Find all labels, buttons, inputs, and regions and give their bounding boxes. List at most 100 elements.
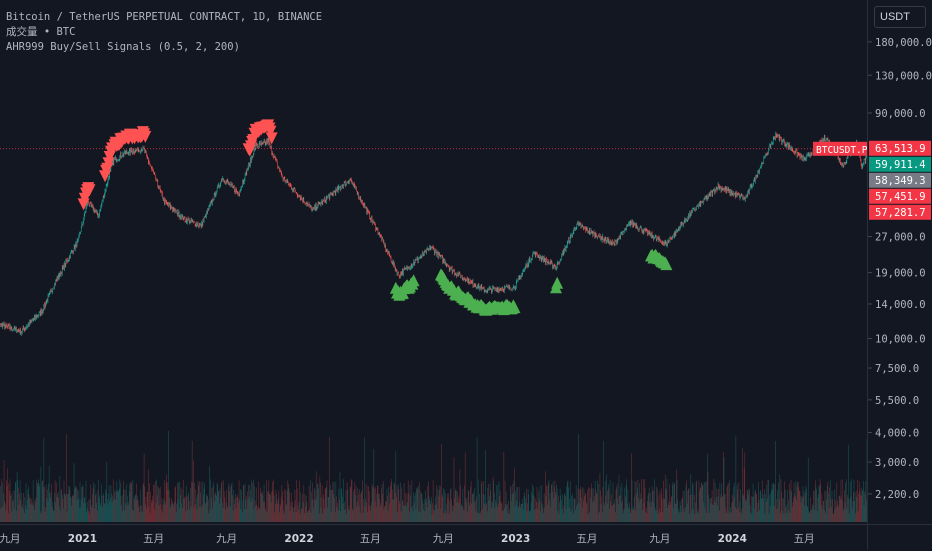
volume-bar <box>479 513 480 522</box>
volume-bar <box>668 505 669 522</box>
y-tick-label: 4,000.0 <box>875 428 919 440</box>
volume-bar <box>354 482 355 522</box>
volume-bar <box>402 500 403 522</box>
volume-bar <box>717 505 718 522</box>
volume-bar <box>312 483 313 522</box>
volume-bar <box>511 486 512 522</box>
y-tick-label: 19,000.0 <box>875 268 926 280</box>
volume-bar <box>292 507 293 522</box>
volume-bar <box>22 504 23 522</box>
volume-bar <box>490 491 491 522</box>
volume-bar <box>248 500 249 522</box>
volume-bar <box>495 500 496 522</box>
volume-bar <box>408 493 409 522</box>
volume-bar <box>716 497 717 522</box>
volume-bar <box>865 494 866 522</box>
volume-bar <box>141 511 142 522</box>
volume-bar <box>370 510 371 522</box>
volume-bar <box>378 494 379 522</box>
volume-bar <box>153 500 154 522</box>
volume-bar <box>165 501 166 522</box>
volume-bar <box>365 506 366 522</box>
y-tick-label: 14,000.0 <box>875 299 926 311</box>
volume-bar <box>204 488 205 522</box>
volume-bar <box>427 486 428 522</box>
volume-bar <box>97 510 98 522</box>
volume-bar <box>784 514 785 522</box>
volume-bar <box>807 507 808 522</box>
candles <box>0 132 867 336</box>
volume-bar <box>236 508 237 522</box>
volume-bar <box>817 498 818 522</box>
volume-bar <box>765 513 766 522</box>
volume-bar <box>560 488 561 522</box>
volume-bar <box>843 510 844 522</box>
volume-bar <box>632 509 633 522</box>
volume-bar <box>24 513 25 522</box>
volume-bar <box>93 482 94 522</box>
price-tag-label: 63,513.9 <box>875 143 926 155</box>
time-axis[interactable]: 九月2021五月九月2022五月九月2023五月九月2024五月九 <box>0 524 867 550</box>
volume-bar <box>102 496 103 522</box>
volume-bar <box>470 502 471 522</box>
indicator-legend[interactable]: AHR999 Buy/Sell Signals (0.5, 2, 200) <box>6 40 322 55</box>
volume-bar <box>115 500 116 522</box>
volume-bar <box>700 488 701 522</box>
volume-bar <box>548 483 549 522</box>
volume-bar <box>404 483 405 522</box>
volume-bar <box>648 495 649 522</box>
volume-bar <box>197 510 198 522</box>
volume-bar <box>522 504 523 522</box>
volume-bar <box>697 512 698 522</box>
volume-bar <box>171 498 172 522</box>
volume-bar <box>380 506 381 522</box>
volume-bar <box>14 509 15 522</box>
volume-bar <box>434 511 435 522</box>
volume-bar <box>740 512 741 522</box>
volume-bar <box>163 504 164 522</box>
volume-bar <box>121 496 122 522</box>
volume-bar <box>103 495 104 522</box>
volume-bar <box>507 504 508 522</box>
volume-bar <box>826 491 827 522</box>
volume-bar <box>834 490 835 522</box>
x-tick-label: 五月 <box>143 533 164 545</box>
volume-bar <box>410 496 411 522</box>
volume-bar <box>653 490 654 522</box>
volume-bar <box>814 490 815 522</box>
volume-bar <box>804 491 805 522</box>
volume-bar <box>32 503 33 522</box>
volume-bar <box>536 502 537 522</box>
volume-bar <box>17 472 18 522</box>
volume-bar <box>376 494 377 522</box>
volume-bar <box>604 503 605 522</box>
volume-bar <box>329 437 330 522</box>
x-tick-label: 2021 <box>68 533 97 545</box>
volume-bar <box>746 501 747 522</box>
volume-bar <box>144 486 145 522</box>
volume-bar <box>799 491 800 522</box>
volume-bar <box>58 492 59 522</box>
volume-bar <box>719 510 720 522</box>
x-tick-label: 九月 <box>0 533 21 545</box>
volume-bar <box>4 460 5 522</box>
volume-bar <box>192 441 193 522</box>
volume-bar <box>156 479 157 522</box>
volume-bar <box>644 479 645 522</box>
volume-bar <box>731 512 732 522</box>
volume-legend[interactable]: 成交量 • BTC <box>6 25 322 40</box>
volume-bar <box>584 489 585 522</box>
volume-bar <box>422 500 423 522</box>
volume-bar <box>792 507 793 522</box>
volume-bar <box>780 513 781 522</box>
price-plot[interactable]: BTCUSDT.P <box>0 0 867 524</box>
volume-bar <box>744 452 745 522</box>
volume-bar <box>366 502 367 522</box>
volume-bar <box>519 487 520 522</box>
volume-bar <box>263 502 264 522</box>
volume-bar <box>0 486 1 522</box>
volume-bar <box>608 489 609 522</box>
symbol-title[interactable]: Bitcoin / TetherUS PERPETUAL CONTRACT, 1… <box>6 10 322 25</box>
